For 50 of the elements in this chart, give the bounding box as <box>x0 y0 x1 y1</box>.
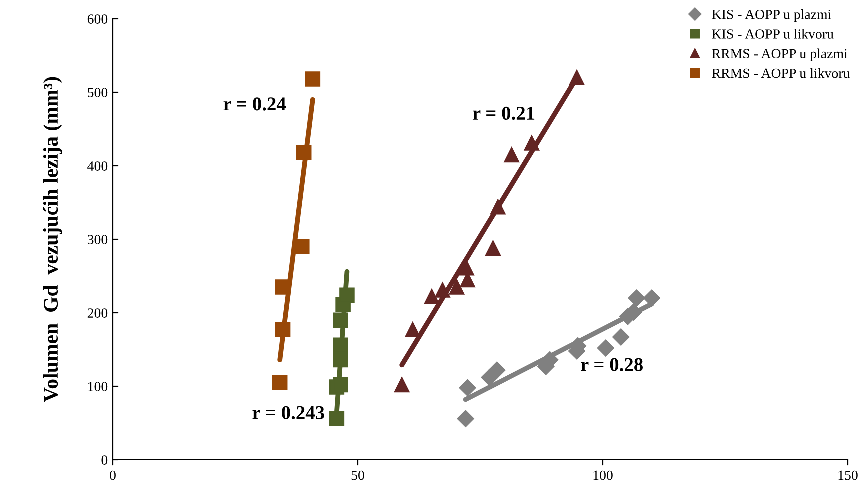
y-axis-title: Volumen Gd vezujućih lezija (mm³) <box>43 77 62 402</box>
y-tick-label: 600 <box>88 14 108 24</box>
point <box>294 239 310 254</box>
point <box>424 289 440 304</box>
y-tick-label: 200 <box>88 308 108 318</box>
legend-label: KIS - AOPP u likvoru <box>712 29 834 39</box>
y-tick-label: 0 <box>102 456 108 465</box>
point <box>340 288 355 303</box>
point <box>457 410 474 428</box>
legend-label: KIS - AOPP u plazmi <box>712 10 832 22</box>
point <box>449 280 465 295</box>
annotation: r = 0.243 <box>252 406 324 420</box>
point <box>405 322 421 338</box>
annotation: r = 0.21 <box>472 106 535 120</box>
point <box>435 282 450 298</box>
point <box>490 200 506 215</box>
point <box>333 312 348 328</box>
point <box>275 322 291 338</box>
x-tick-label: 50 <box>352 470 364 480</box>
point <box>597 340 614 357</box>
point <box>504 147 520 163</box>
point <box>272 375 288 390</box>
point <box>612 328 630 346</box>
x-tick-label: 150 <box>838 470 858 480</box>
y-tick-label: 500 <box>88 88 108 98</box>
x-tick-label: 100 <box>594 470 613 480</box>
point <box>488 362 506 379</box>
y-tick-label: 300 <box>88 235 108 244</box>
x-tick-label: 0 <box>110 470 116 480</box>
point <box>643 290 661 307</box>
point <box>486 240 501 256</box>
annotation: r = 0.28 <box>581 358 643 372</box>
legend-label: RRMS - AOPP u likvoru <box>712 68 850 78</box>
point <box>333 377 348 393</box>
point <box>459 260 474 276</box>
point <box>329 411 345 426</box>
point <box>333 352 348 368</box>
legend-label: RRMS - AOPP u plazmi <box>712 48 848 62</box>
point <box>333 338 348 353</box>
point <box>628 290 646 307</box>
annotation: r = 0.24 <box>224 98 286 111</box>
point <box>394 377 410 393</box>
point <box>524 136 540 151</box>
y-tick-label: 100 <box>88 382 108 392</box>
y-tick-label: 400 <box>88 162 108 171</box>
point <box>569 70 585 86</box>
point <box>459 379 476 397</box>
point <box>296 145 312 160</box>
point <box>275 280 291 295</box>
point <box>305 72 321 87</box>
